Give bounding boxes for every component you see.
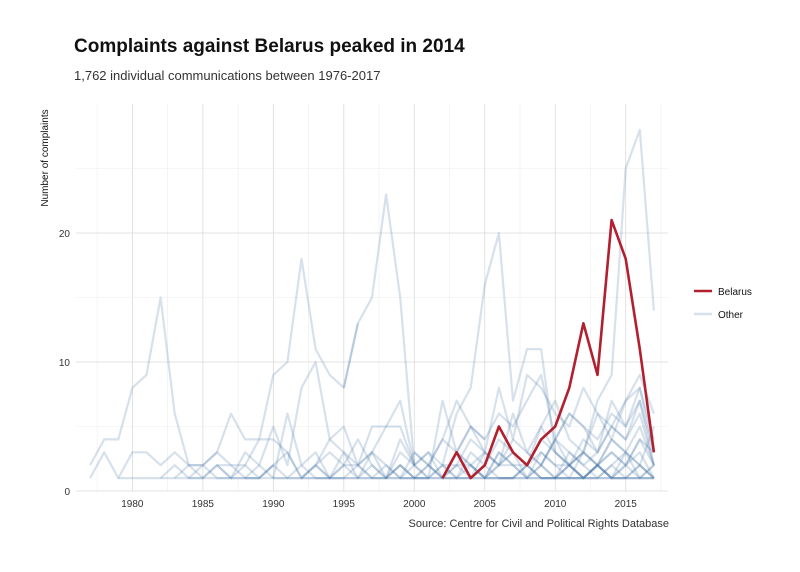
other-series-line-19 bbox=[498, 451, 655, 480]
x-tick-label: 2010 bbox=[544, 499, 567, 510]
other-series-line-1 bbox=[342, 193, 416, 466]
legend-label-belarus: Belarus bbox=[718, 287, 752, 298]
other-series-line-24 bbox=[568, 464, 654, 480]
other-series-line-2 bbox=[441, 128, 655, 467]
other-series-line-23 bbox=[555, 464, 655, 480]
source-caption: Source: Centre for Civil and Political R… bbox=[408, 518, 669, 530]
other-series-line-10 bbox=[118, 425, 655, 480]
other-series-line-0 bbox=[89, 257, 359, 467]
legend-label-other: Other bbox=[718, 310, 744, 321]
y-axis-label: Number of complaints bbox=[40, 109, 51, 206]
x-tick-label: 2000 bbox=[403, 499, 426, 510]
other-series-line-12 bbox=[469, 399, 655, 467]
other-series-line-4 bbox=[173, 412, 416, 480]
chart-subtitle: 1,762 individual communications between … bbox=[74, 68, 381, 83]
other-series-line-8 bbox=[455, 373, 655, 454]
x-tick-label: 2005 bbox=[474, 499, 497, 510]
other-series-line-5 bbox=[216, 360, 430, 480]
x-axis-ticks: 1980 1985 1990 1995 2000 2005 2010 2015 bbox=[121, 499, 637, 510]
legend: Belarus Other bbox=[694, 287, 752, 321]
grid bbox=[76, 104, 668, 492]
belarus-series-line bbox=[441, 218, 656, 480]
y-axis-ticks: 0 10 20 bbox=[59, 229, 71, 498]
other-series-line-6 bbox=[272, 399, 486, 480]
belarus-line bbox=[441, 218, 656, 480]
other-series-line-25 bbox=[413, 438, 655, 480]
other-series-line-9 bbox=[188, 412, 655, 480]
other-series-line-21 bbox=[540, 399, 655, 467]
y-tick-label: 10 bbox=[59, 358, 71, 369]
other-series-line-13 bbox=[244, 438, 655, 480]
other-series-line-16 bbox=[385, 438, 655, 480]
x-tick-label: 1985 bbox=[192, 499, 215, 510]
x-tick-label: 1990 bbox=[262, 499, 285, 510]
x-tick-label: 1995 bbox=[333, 499, 356, 510]
other-series-line-20 bbox=[526, 426, 655, 480]
other-series-line-7 bbox=[427, 373, 655, 466]
other-series-lines bbox=[89, 128, 655, 480]
y-tick-label: 0 bbox=[64, 487, 70, 498]
y-tick-label: 20 bbox=[59, 229, 71, 240]
other-series-line-3 bbox=[89, 451, 275, 480]
x-tick-label: 1980 bbox=[121, 499, 144, 510]
chart-title: Complaints against Belarus peaked in 201… bbox=[74, 36, 465, 57]
x-tick-label: 2015 bbox=[615, 499, 638, 510]
